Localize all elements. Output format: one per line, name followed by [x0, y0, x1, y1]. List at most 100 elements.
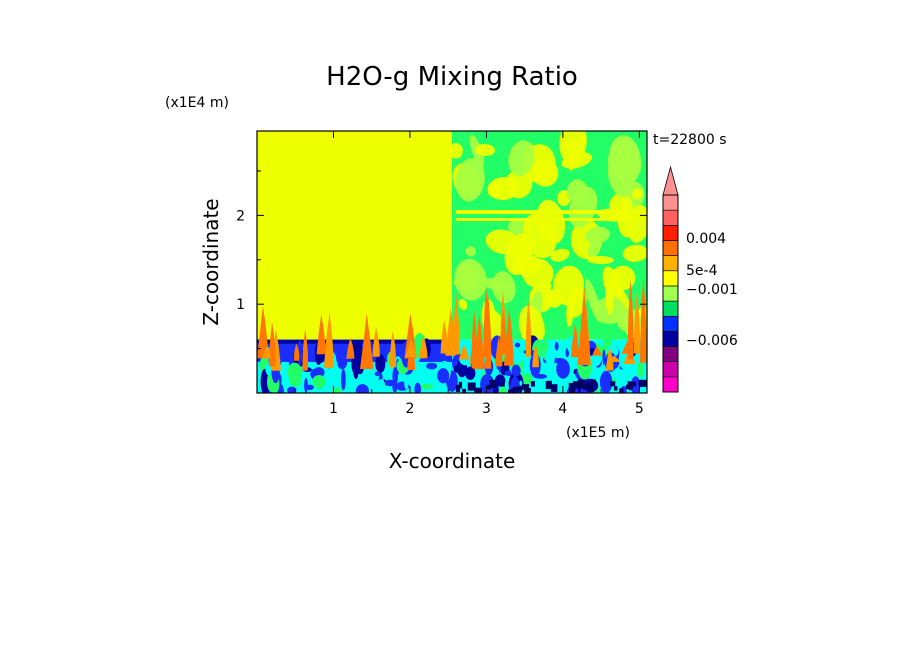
dark-patch — [577, 379, 585, 387]
orange-finger — [605, 346, 614, 371]
dark-patch — [632, 381, 637, 387]
dark-patch — [581, 384, 586, 390]
colorbar-swatch — [662, 376, 679, 393]
plume — [556, 359, 570, 379]
plume — [384, 379, 396, 387]
orange-finger — [633, 292, 641, 354]
plume — [498, 386, 507, 393]
band — [455, 210, 647, 215]
plume — [287, 386, 297, 393]
orange-finger — [372, 327, 380, 357]
chart-title: H2O-g Mixing Ratio — [326, 62, 578, 92]
streak — [626, 204, 647, 243]
dark-patch — [489, 379, 496, 389]
dark-patch — [458, 381, 463, 389]
plot-frame — [256, 130, 648, 394]
orange-finger — [532, 344, 539, 368]
orange-finger — [525, 300, 532, 357]
plot-area — [257, 131, 647, 393]
streak — [474, 143, 496, 157]
streak — [550, 248, 570, 262]
x-axis: 1 2 3 4 5 — [294, 131, 644, 417]
plume — [426, 362, 438, 370]
colorbar-swatch — [662, 240, 679, 256]
streak — [487, 181, 502, 198]
streak — [543, 282, 552, 291]
plume — [514, 342, 521, 348]
plume — [305, 384, 314, 390]
colorbar-swatch — [662, 255, 679, 272]
x-tick-label: 1 — [329, 401, 338, 417]
colorbar-swatch — [662, 346, 679, 362]
colorbar: 0.004 5e-4 −0.001 −0.006 — [662, 165, 738, 393]
dark-patch — [618, 388, 624, 393]
streak — [458, 298, 468, 310]
orange-finger — [405, 339, 418, 358]
dark-patch — [525, 388, 531, 393]
streak — [588, 238, 601, 258]
colorbar-swatch — [662, 361, 679, 378]
dark-patch — [610, 381, 616, 387]
streak — [605, 279, 614, 316]
orange-finger — [473, 314, 485, 370]
orange-finger — [257, 305, 269, 359]
dark-patch — [462, 388, 467, 393]
plume — [289, 376, 301, 387]
orange-finger — [360, 313, 374, 369]
plume — [637, 361, 644, 378]
colorbar-swatch — [662, 194, 679, 211]
dark-patch — [514, 386, 522, 392]
orange-finger — [484, 292, 492, 369]
dark-patch — [545, 381, 552, 390]
plume — [287, 362, 302, 382]
plume — [414, 382, 422, 393]
colorbar-label: −0.006 — [686, 333, 738, 349]
streak — [585, 279, 602, 323]
plume — [520, 373, 533, 385]
plume — [260, 368, 270, 393]
colorbar-swatch — [662, 225, 679, 241]
orange-finger — [302, 329, 309, 371]
plume — [511, 364, 521, 377]
y-tick-label: 1 — [236, 297, 245, 313]
streak — [518, 305, 545, 348]
streak — [610, 265, 636, 291]
dark-patch — [576, 383, 584, 389]
plume — [353, 358, 359, 380]
streak — [448, 143, 463, 159]
colorbar-frame — [662, 194, 679, 393]
plume — [374, 371, 381, 377]
orange-finger — [577, 287, 591, 365]
streak — [532, 159, 559, 187]
region-upper-left — [257, 131, 452, 340]
orange-finger — [627, 279, 634, 360]
plume — [377, 379, 386, 393]
orange-finger — [458, 344, 469, 360]
colorbar-swatch — [662, 209, 679, 226]
plume — [437, 368, 450, 384]
colorbar-label: 5e-4 — [686, 263, 718, 279]
dark-patch — [585, 383, 593, 390]
x-tick-label: 3 — [482, 401, 491, 417]
orange-finger — [389, 330, 396, 368]
plume — [355, 384, 369, 393]
x-tick-label: 5 — [635, 401, 644, 417]
streak — [559, 131, 587, 165]
orange-finger — [495, 336, 503, 367]
dark-patch — [467, 382, 476, 391]
orange-finger — [262, 345, 271, 359]
streak — [492, 271, 516, 304]
colorbar-label: −0.001 — [686, 282, 738, 298]
x-axis-label: X-coordinate — [389, 449, 516, 473]
colorbar-swatch — [662, 285, 679, 302]
plume — [333, 387, 342, 393]
orange-finger — [504, 307, 514, 366]
streak — [454, 258, 487, 301]
colorbar-label: 0.004 — [686, 231, 726, 247]
streak — [522, 213, 557, 259]
streak — [465, 246, 476, 257]
orange-finger — [419, 335, 428, 359]
x-tick-label: 4 — [558, 401, 567, 417]
streak — [622, 244, 647, 262]
